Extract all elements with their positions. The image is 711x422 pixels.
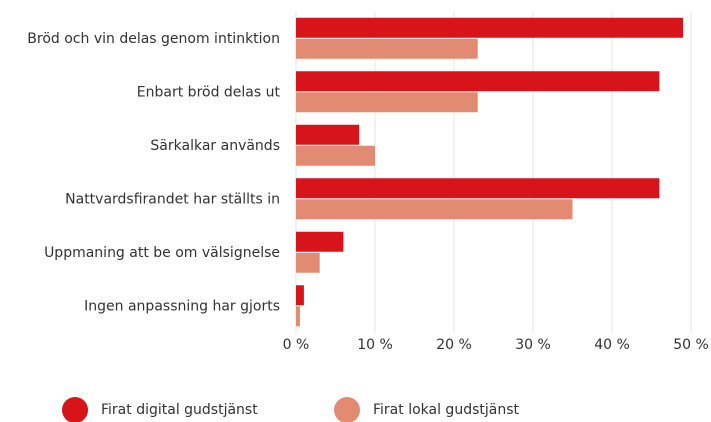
x-tick-label: 30 % [515,337,551,353]
legend-swatch [62,397,88,422]
bar [296,252,320,273]
bar [296,306,300,327]
y-tick-label: Ingen anpassning har gjorts [84,298,280,314]
bar [296,285,304,306]
bar [296,17,684,38]
y-tick-label: Uppmaning att be om välsignelse [44,245,280,261]
x-tick-label: 0 % [283,337,310,353]
y-tick-label: Nattvardsfirandet har ställts in [65,191,280,207]
y-tick-label: Bröd och vin delas genom intinktion [27,31,280,47]
bar [296,231,344,252]
x-tick-label: 40 % [594,337,630,353]
legend-label: Firat digital gudstjänst [101,402,258,418]
legend-swatch [334,397,360,422]
x-tick-label: 50 % [673,337,709,353]
y-tick-label: Enbart bröd delas ut [137,84,281,100]
x-tick-label: 20 % [436,337,472,353]
legend-label: Firat lokal gudstjänst [373,402,519,418]
bar [296,92,478,113]
x-tick-label: 10 % [357,337,393,353]
bar [296,178,660,199]
bar [296,145,375,166]
y-tick-label: Särkalkar används [150,138,280,154]
bar [296,38,478,59]
bar [296,199,573,220]
bar [296,71,660,92]
bar [296,124,360,145]
